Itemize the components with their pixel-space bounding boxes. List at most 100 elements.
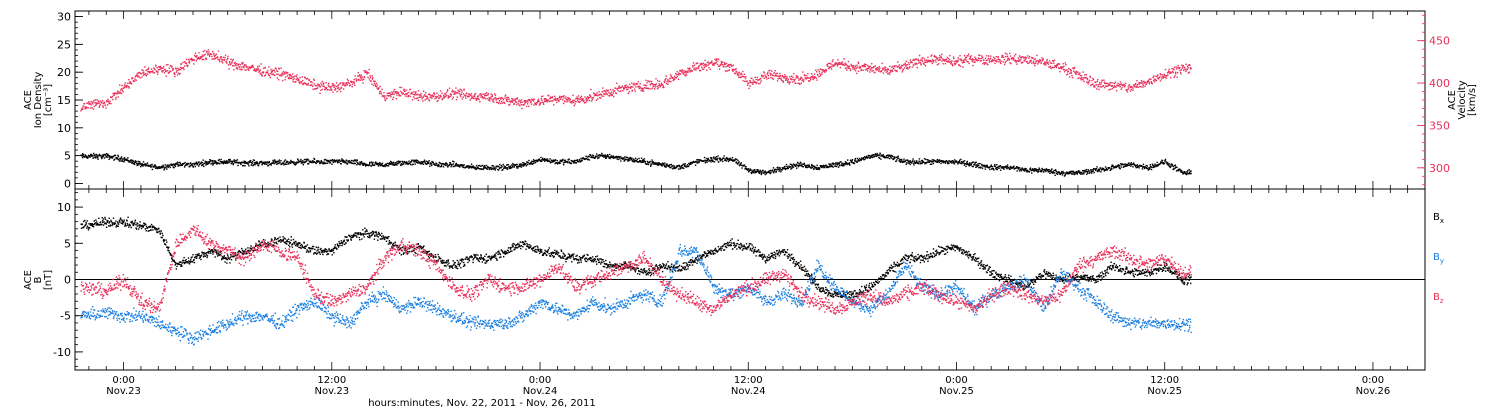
ion-density-series-point [1083,173,1085,175]
ion-density-series-point [804,165,807,167]
ion-density-series-point [360,160,363,163]
ion-density-series-point [706,159,708,162]
velocity-series-point [652,83,654,86]
ion-density-series-point [1104,169,1107,171]
velocity-series-point [230,64,232,66]
velocity-series-point [799,83,801,85]
velocity-series-point [842,63,845,66]
velocity-series-point [310,81,313,83]
ion-density-series-point [966,160,969,163]
ion-density-series-point [937,160,939,162]
ion-density-series-point [957,163,959,165]
velocity-series-point [971,60,974,63]
velocity-series-point [239,68,241,71]
velocity-series-point [759,82,762,84]
ion-density-series-point [442,166,445,168]
velocity-series-point [108,102,111,105]
velocity-series-point [867,64,869,67]
velocity-series-point [658,83,660,85]
velocity-series-point [987,57,990,60]
velocity-series-point [839,63,842,65]
velocity-series-point [388,95,390,97]
velocity-series-point [617,87,620,89]
ion-density-series-point [554,159,557,161]
ion-density-series-point [433,163,435,165]
ion-density-series-point [486,167,488,170]
ion-density-series-point [179,162,182,165]
ion-density-series-point [409,162,411,164]
velocity-series-point [453,92,456,94]
ion-density-series-point [880,158,882,160]
velocity-series-point [173,72,175,75]
velocity-series-point [565,98,568,101]
velocity-series-point [959,58,961,61]
velocity-series-point [278,68,281,70]
ion-density-series-point [759,169,761,172]
velocity-series-point [415,97,418,100]
ion-density-series-point [893,157,895,160]
ion-density-series-point [897,157,900,160]
velocity-series-point [451,91,453,93]
ion-density-series-point [1015,167,1017,169]
ion-density-series-point [811,165,813,167]
ion-density-series-point [912,160,914,162]
velocity-series-point [940,56,942,58]
ion-density-series-point [619,158,621,160]
ion-density-series-point [450,165,452,168]
ion-density-series-point [195,161,198,163]
velocity-series-point [959,54,961,57]
ion-density-series-point [280,160,282,162]
velocity-series-point [213,52,215,55]
velocity-series-point [626,88,628,91]
ion-density-series-point [856,161,858,163]
ion-density-series-point [476,167,478,169]
y-tick-label: 10 [57,122,71,135]
velocity-series-point [543,100,546,103]
ion-density-series-point [1023,169,1025,172]
velocity-series-point [871,62,873,65]
velocity-series-point [422,100,424,102]
velocity-series-point [742,80,744,82]
ion-density-series-point [865,156,867,159]
velocity-series-point [104,104,107,107]
ion-density-series-point [82,153,84,155]
velocity-series-point [609,92,611,95]
velocity-series-point [732,70,734,72]
ion-density-series-point [743,164,746,166]
velocity-series-point [246,66,248,68]
ion-density-series-point [791,166,794,168]
velocity-series-point [846,67,848,69]
ion-density-series-point [89,155,91,157]
ion-density-series-point [1056,173,1059,175]
ion-density-series-point [398,161,401,164]
velocity-series-point [770,73,773,75]
velocity-series-point [446,95,448,97]
velocity-series-point [705,65,708,67]
velocity-series-point [343,82,345,84]
velocity-series-point [845,63,847,65]
ion-density-series-point [762,169,764,172]
velocity-series-point [771,77,774,79]
ion-density-series-point [796,167,798,169]
velocity-series-point [669,74,672,76]
velocity-series-point [656,80,659,82]
velocity-series-point [864,65,866,68]
ion-density-series-point [921,159,924,162]
ion-density-series-point [508,167,510,170]
velocity-series-point [536,101,539,104]
velocity-series-point [841,61,843,63]
velocity-series-point [128,79,130,81]
ion-density-series-point [533,162,535,164]
ion-density-series-point [101,156,104,158]
velocity-series-point [130,83,133,85]
velocity-series-point [168,71,170,74]
velocity-series-point [568,100,570,102]
ion-density-series-point [793,164,795,167]
velocity-series-point [741,73,743,76]
velocity-axis-label-line: ACE [1447,90,1458,110]
velocity-series-point [797,82,799,85]
ion-density-series-point [1177,168,1180,171]
velocity-series-point [197,56,200,59]
velocity-series-point [283,72,285,74]
ion-density-series-point [505,166,507,169]
